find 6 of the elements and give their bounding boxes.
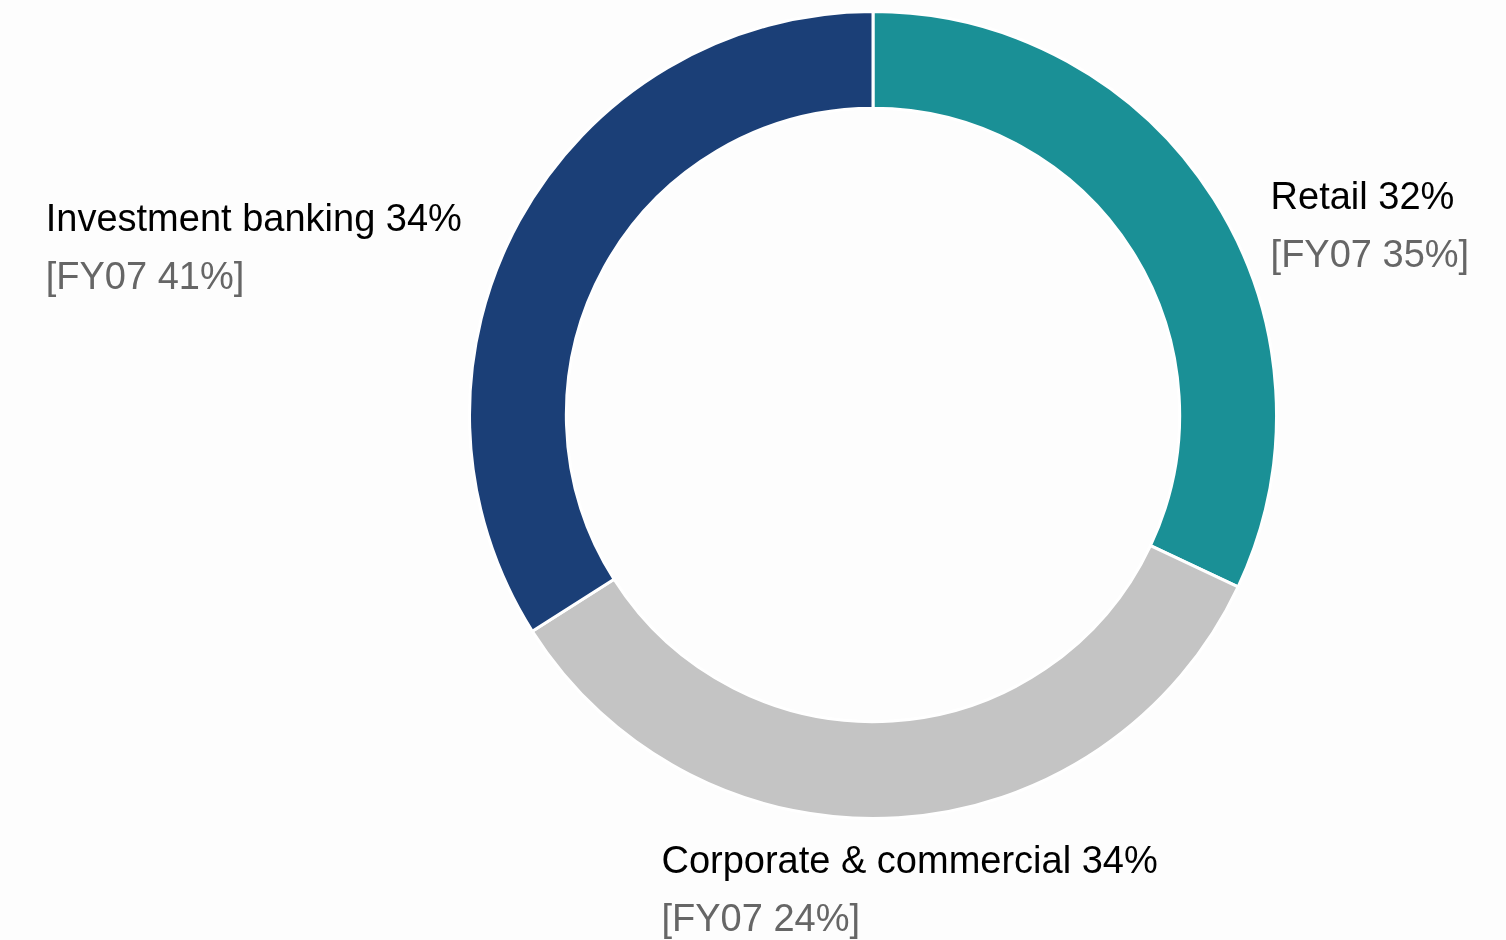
text: [FY07 35%] — [1270, 232, 1470, 275]
text: [FY07 41%] — [45, 255, 245, 298]
text: [FY07 24%] — [661, 897, 860, 940]
slice-label: Investment banking 34% — [45, 197, 462, 240]
slice-label: Corporate & commercial 34% — [661, 839, 1158, 882]
slice-label: Retail 32% — [1270, 174, 1455, 217]
